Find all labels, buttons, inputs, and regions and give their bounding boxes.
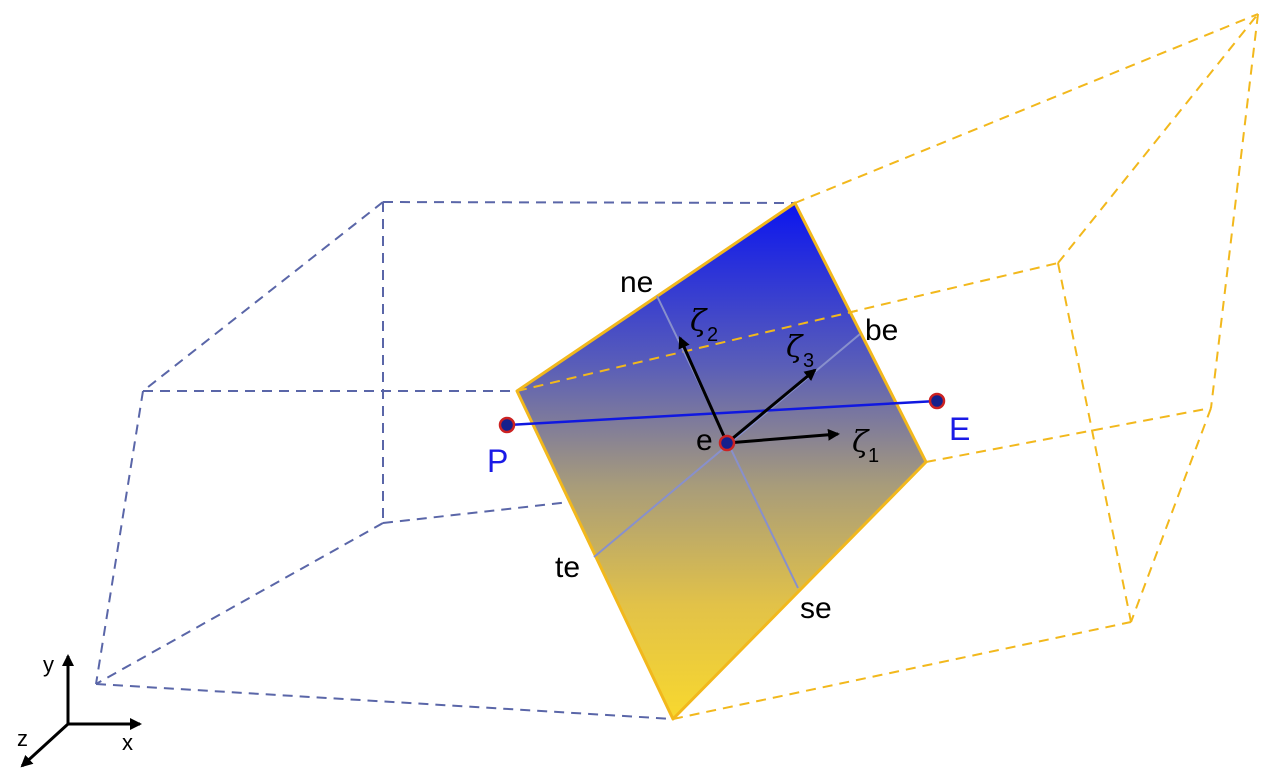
zeta2-vector — [678, 336, 729, 444]
zeta1-vector — [726, 428, 840, 445]
label-zeta3: ζ 3 — [786, 330, 814, 372]
connector-P-E — [506, 399, 938, 427]
svg-text:ζ: ζ — [690, 304, 708, 339]
label-zeta1: ζ 1 — [852, 425, 879, 467]
cell-P-edges — [95, 201, 927, 720]
coordinate-triad — [20, 654, 142, 768]
node-e — [718, 434, 736, 452]
label-te: te — [555, 551, 580, 584]
label-e: e — [696, 424, 713, 457]
triad-z-label: z — [17, 726, 28, 751]
triad-x-label: x — [122, 730, 133, 755]
zeta-vectors — [678, 336, 840, 445]
node-P — [498, 416, 516, 434]
label-zeta2: ζ 2 — [690, 304, 718, 346]
svg-text:2: 2 — [707, 324, 718, 346]
label-ne: ne — [620, 266, 653, 299]
zeta3-vector — [726, 368, 817, 445]
label-P: P — [487, 443, 508, 479]
shared-face — [515, 201, 928, 721]
cell-E-edge-through-face — [516, 309, 861, 392]
node-E — [928, 392, 946, 410]
svg-text:ζ: ζ — [786, 330, 804, 365]
label-be: be — [865, 314, 898, 347]
label-E: E — [949, 411, 970, 447]
triad-z-axis — [20, 722, 70, 768]
triad-y-label: y — [43, 652, 54, 677]
label-se: se — [800, 592, 832, 625]
svg-text:1: 1 — [868, 445, 879, 467]
svg-text:3: 3 — [803, 350, 814, 372]
svg-text:ζ: ζ — [852, 425, 870, 460]
